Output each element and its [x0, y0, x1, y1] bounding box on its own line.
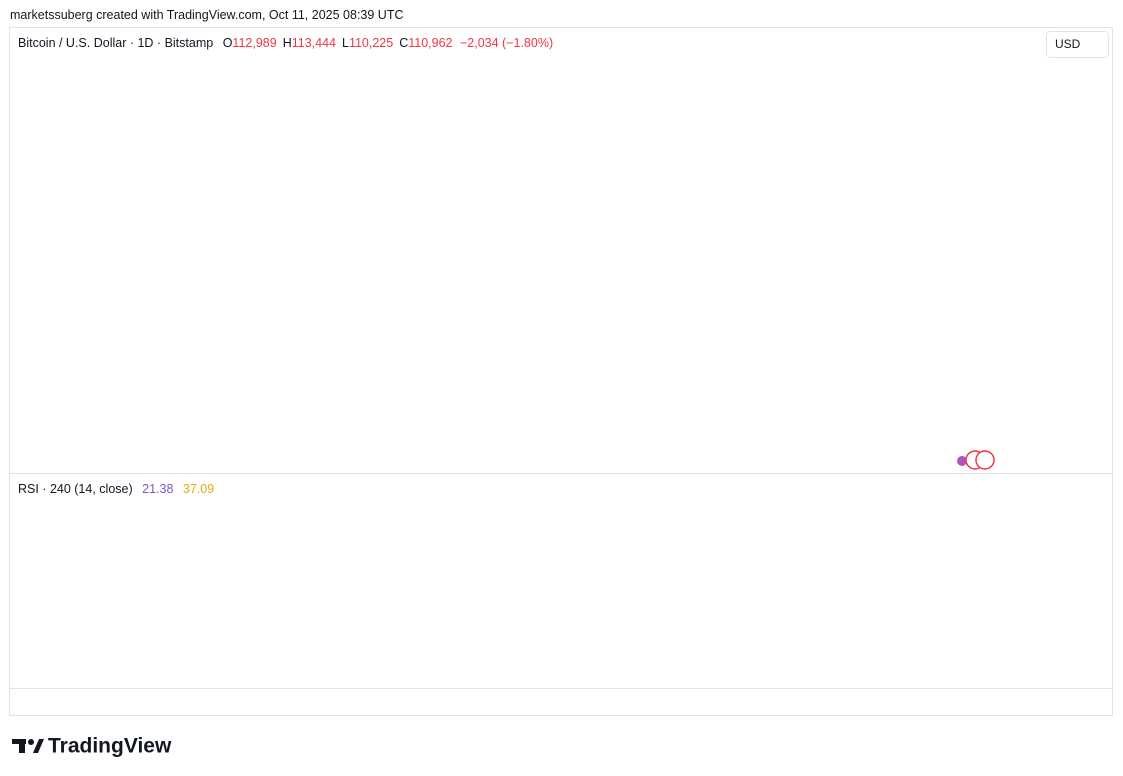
ohlc-key: H — [282, 36, 292, 50]
ohlc-value: 113,444 — [291, 36, 336, 50]
brand-logo — [12, 739, 44, 753]
ohlc-key: C — [399, 36, 409, 50]
credit: marketssuberg created with TradingView.c… — [10, 8, 404, 22]
change: −2,034 (−1.80%) — [459, 36, 554, 50]
event-icon[interactable] — [957, 456, 967, 466]
symbol[interactable]: Bitcoin / U.S. Dollar · 1D · Bitstamp — [18, 36, 214, 50]
brand: TradingView — [48, 735, 172, 758]
ohlc-key: O — [222, 36, 233, 50]
ohlc-value: 112,989 — [232, 36, 277, 50]
rsi-title[interactable]: RSI · 240 (14, close) — [18, 482, 133, 496]
ohlc-value: 110,225 — [348, 36, 394, 50]
ohlc-key: L — [341, 36, 349, 50]
chart-frame — [9, 27, 1113, 716]
ohlc-value: 110,962 — [408, 36, 453, 50]
rsi-ma-value: 37.09 — [182, 482, 215, 496]
currency[interactable]: USD — [1055, 37, 1081, 51]
currency-button[interactable] — [1046, 31, 1109, 58]
rsi-legend: RSI · 240 (14, close) 21.38 37.09 — [18, 482, 216, 496]
event-icon[interactable] — [975, 450, 995, 470]
ohlc: O112,989 H113,444 L110,225 C110,962 — [219, 36, 455, 50]
rsi-value: 21.38 — [142, 482, 174, 496]
legend: Bitcoin / U.S. Dollar · 1D · Bitstamp O1… — [18, 36, 555, 50]
